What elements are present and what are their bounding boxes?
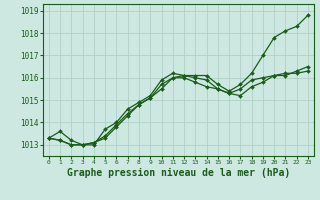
X-axis label: Graphe pression niveau de la mer (hPa): Graphe pression niveau de la mer (hPa) xyxy=(67,168,290,178)
